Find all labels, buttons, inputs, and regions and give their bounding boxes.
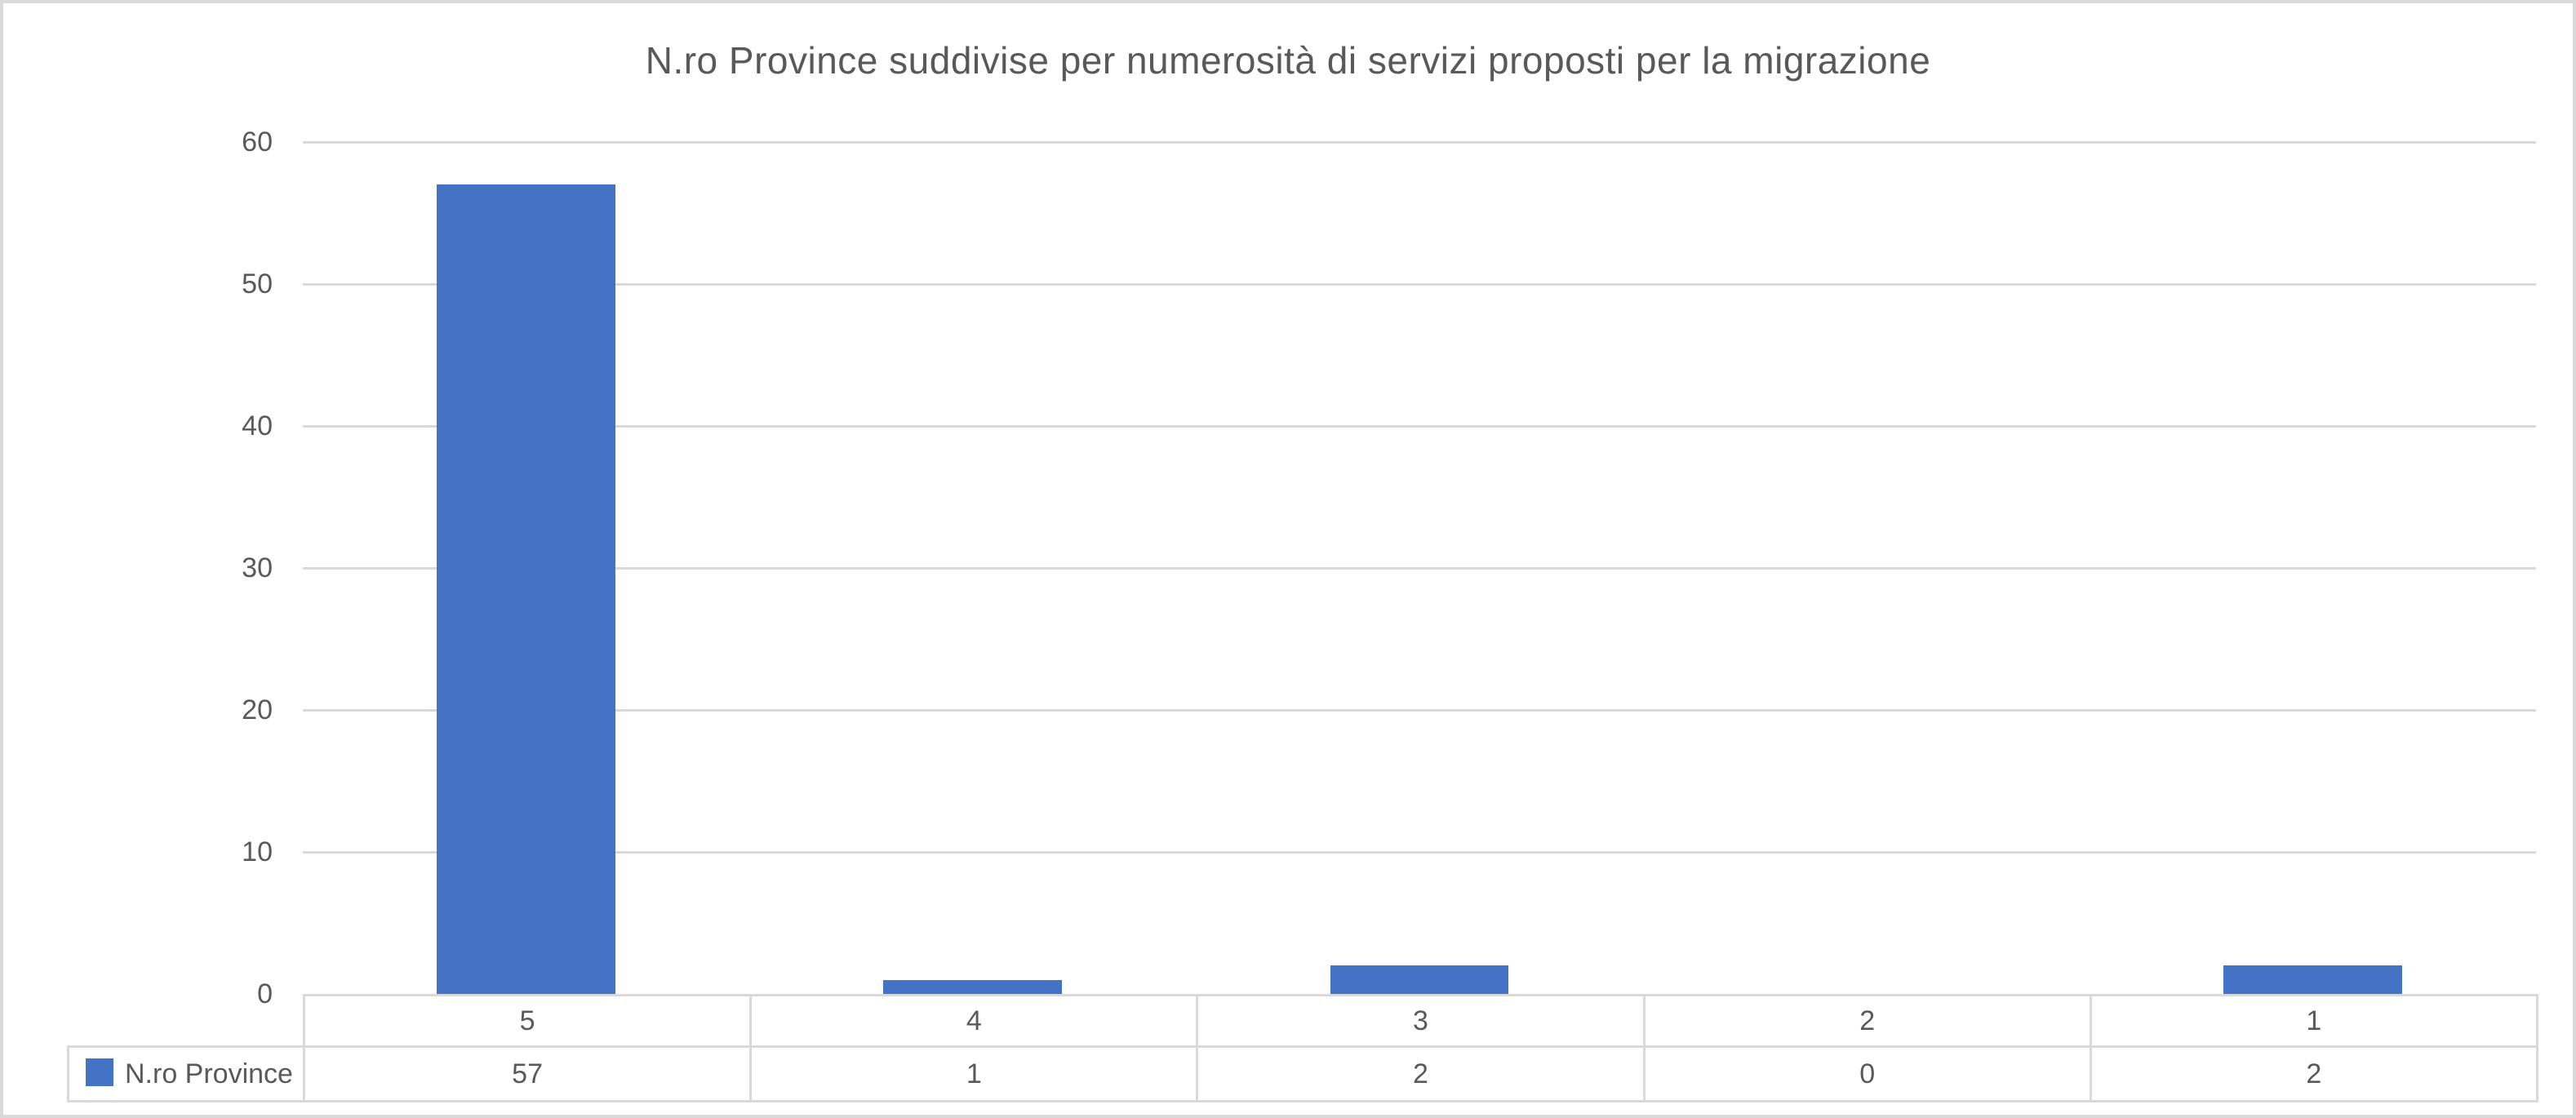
legend-key-icon [86, 1058, 113, 1086]
y-axis-tick-label: 40 [242, 410, 273, 441]
chart-title: N.ro Province suddivise per numerosità d… [645, 39, 1931, 82]
y-axis-tick-label: 30 [242, 552, 273, 583]
bar-category-3 [1330, 965, 1509, 994]
gridline-y-10 [303, 850, 2536, 854]
gridline-y-60 [303, 140, 2536, 144]
value-cell-1: 2 [2089, 1045, 2539, 1102]
series-name: N.ro Province [125, 1058, 293, 1089]
y-axis-tick-label: 60 [242, 126, 273, 157]
y-axis-tick-label: 0 [257, 978, 273, 1009]
table-corner-blank [69, 996, 304, 1047]
y-axis-tick-label: 10 [242, 836, 273, 867]
gridline-y-30 [303, 566, 2536, 570]
value-cell-2: 0 [1642, 1045, 2092, 1102]
value-cell-4: 1 [749, 1045, 1199, 1102]
value-cell-5: 57 [302, 1045, 753, 1102]
gridline-y-50 [303, 282, 2536, 286]
gridline-y-40 [303, 424, 2536, 428]
legend-cell: N.ro Province [67, 1045, 305, 1102]
category-cell-3: 3 [1196, 994, 1646, 1048]
data-table: 5 4 3 2 1 N.ro Province 57 1 2 0 2 [67, 994, 2539, 1102]
category-cell-2: 2 [1642, 994, 2092, 1048]
gridline-y-20 [303, 708, 2536, 712]
value-cell-3: 2 [1196, 1045, 1646, 1102]
bar-category-4 [883, 979, 1063, 994]
y-axis-tick-label: 20 [242, 694, 273, 725]
category-cell-4: 4 [749, 994, 1199, 1048]
plot-area [303, 140, 2536, 994]
y-axis-tick-label: 50 [242, 268, 273, 299]
category-cell-1: 1 [2089, 994, 2539, 1048]
category-cell-5: 5 [302, 994, 753, 1048]
bar-category-5 [437, 184, 616, 994]
bar-category-1 [2223, 965, 2402, 994]
